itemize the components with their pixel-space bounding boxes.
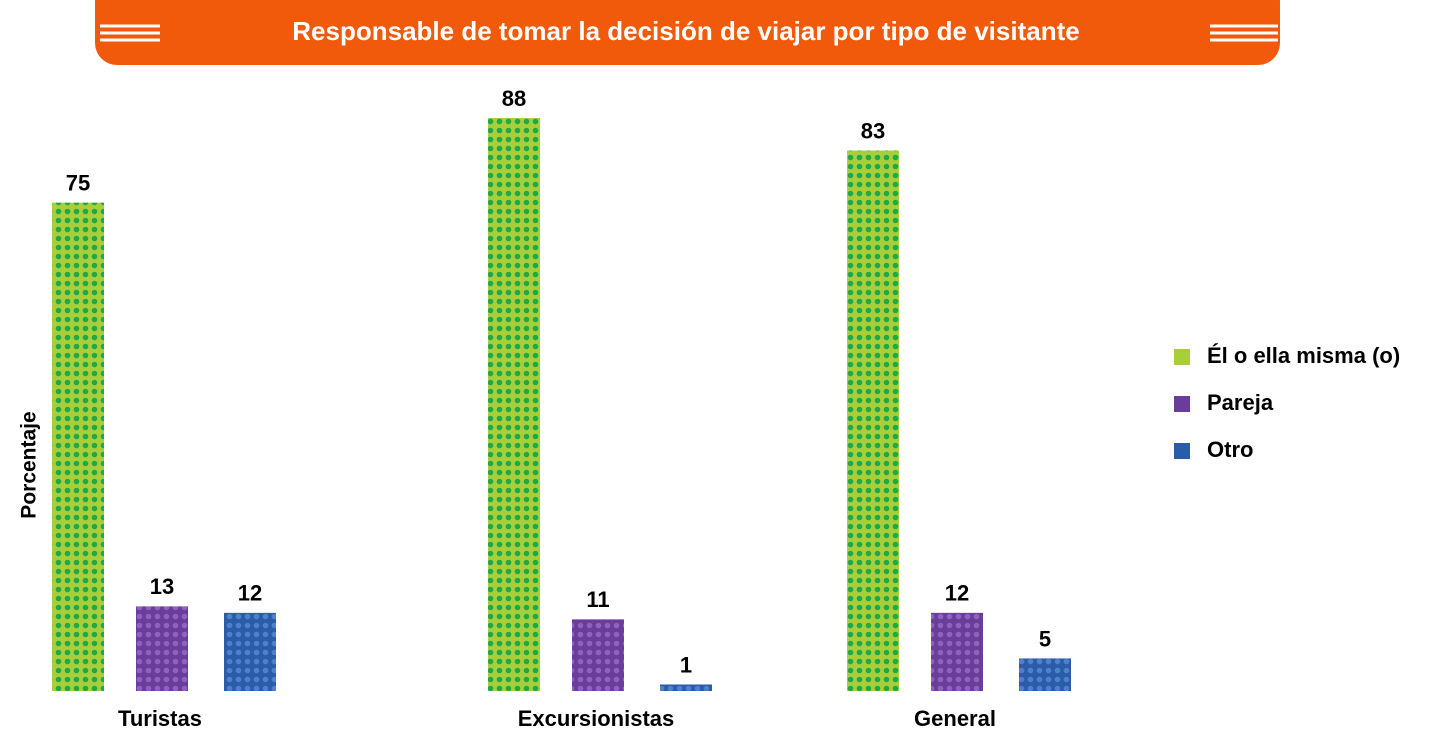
legend-label: Pareja [1207,390,1274,415]
banner-bg [95,0,1280,65]
bar [52,202,104,692]
y-axis-label: Porcentaje [18,411,41,518]
bar [1019,658,1071,691]
value-label: 12 [238,581,262,606]
x-tick-label: General [914,706,996,731]
bar [660,684,712,691]
legend-swatch [1174,349,1190,365]
title-banner: Responsable de tomar la decisión de viaj… [95,0,1280,65]
value-label: 83 [861,118,885,143]
value-label: 75 [66,170,90,195]
bar [847,150,899,691]
chart-title: Responsable de tomar la decisión de viaj… [292,16,1079,46]
value-label: 1 [680,652,692,677]
bar [931,612,983,691]
value-label: 11 [586,587,609,612]
value-label: 5 [1039,626,1051,651]
value-label: 12 [945,581,969,606]
legend-label: Él o ella misma (o) [1207,343,1400,368]
legend-label: Otro [1207,437,1253,462]
banner-lines [100,24,1278,42]
legend-swatch [1174,396,1190,412]
x-tick-label: Turistas [118,706,202,731]
value-label: 13 [150,574,174,599]
legend-swatch [1174,443,1190,459]
bar [224,612,276,691]
bar [488,118,540,691]
bar [136,606,188,691]
value-label: 88 [502,86,526,111]
x-tick-label: Excursionistas [518,706,675,731]
bar [572,619,624,691]
